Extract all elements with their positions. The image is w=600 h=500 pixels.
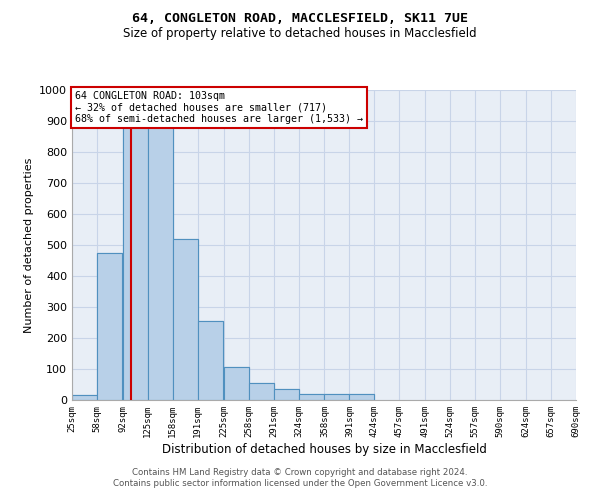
Bar [349, 394, 374, 400]
Text: 64 CONGLETON ROAD: 103sqm
← 32% of detached houses are smaller (717)
68% of semi: 64 CONGLETON ROAD: 103sqm ← 32% of detac… [74, 90, 362, 124]
Bar [173, 239, 198, 400]
Bar [274, 389, 299, 400]
Text: Size of property relative to detached houses in Macclesfield: Size of property relative to detached ho… [123, 28, 477, 40]
Bar [72, 396, 97, 400]
Bar [349, 394, 374, 400]
Bar [224, 368, 248, 400]
Bar [274, 389, 299, 400]
Y-axis label: Number of detached properties: Number of detached properties [23, 158, 34, 332]
Bar [97, 252, 122, 400]
Bar [299, 394, 323, 400]
Bar [248, 383, 274, 400]
Bar [325, 394, 349, 400]
Bar [148, 112, 173, 400]
Bar [248, 383, 274, 400]
Bar [173, 239, 198, 400]
X-axis label: Distribution of detached houses by size in Macclesfield: Distribution of detached houses by size … [161, 442, 487, 456]
Bar [148, 112, 173, 400]
Bar [72, 396, 97, 400]
Bar [299, 394, 323, 400]
Bar [97, 252, 122, 400]
Text: Contains HM Land Registry data © Crown copyright and database right 2024.
Contai: Contains HM Land Registry data © Crown c… [113, 468, 487, 487]
Bar [123, 112, 148, 400]
Bar [123, 112, 148, 400]
Bar [325, 394, 349, 400]
Bar [224, 368, 248, 400]
Text: 64, CONGLETON ROAD, MACCLESFIELD, SK11 7UE: 64, CONGLETON ROAD, MACCLESFIELD, SK11 7… [132, 12, 468, 26]
Bar [198, 321, 223, 400]
Bar [198, 321, 223, 400]
